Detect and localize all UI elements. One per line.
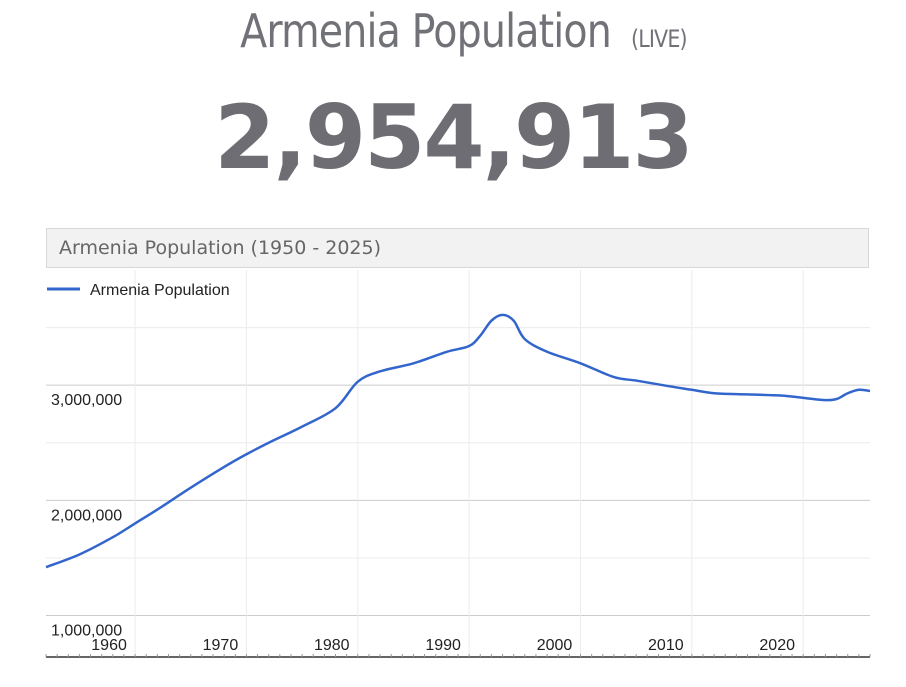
y-tick-label: 1,000,000 [51,623,122,640]
x-tick-label: 2000 [537,637,573,654]
series-line [45,313,871,569]
x-tick-label: 2010 [648,637,684,654]
axis-layer: 1,000,000 2,000,000 3,000,000 1960 1970 1980 1… [45,392,871,658]
x-tick-label: 1980 [314,637,350,654]
x-tick-label: 1990 [425,637,461,654]
legend: Armenia Population [47,282,230,299]
y-tick-label: 3,000,000 [51,392,122,409]
title-text: Armenia Population [240,4,612,58]
page-title: Armenia Population (LIVE) [0,4,906,58]
live-population-counter: 2,954,913 [214,86,693,189]
live-tag: (LIVE) [631,25,688,53]
legend-label: Armenia Population [90,282,230,299]
x-tick-label: 2020 [759,637,795,654]
x-tick-label: 1960 [91,637,127,654]
chart-title: Armenia Population (1950 - 2025) [59,237,382,259]
grid-layer [46,270,870,657]
x-tick-label: 1970 [203,637,239,654]
series-layer [45,313,871,569]
y-tick-label: 2,000,000 [51,507,122,524]
chart-title-bar: Armenia Population (1950 - 2025) [46,228,869,268]
